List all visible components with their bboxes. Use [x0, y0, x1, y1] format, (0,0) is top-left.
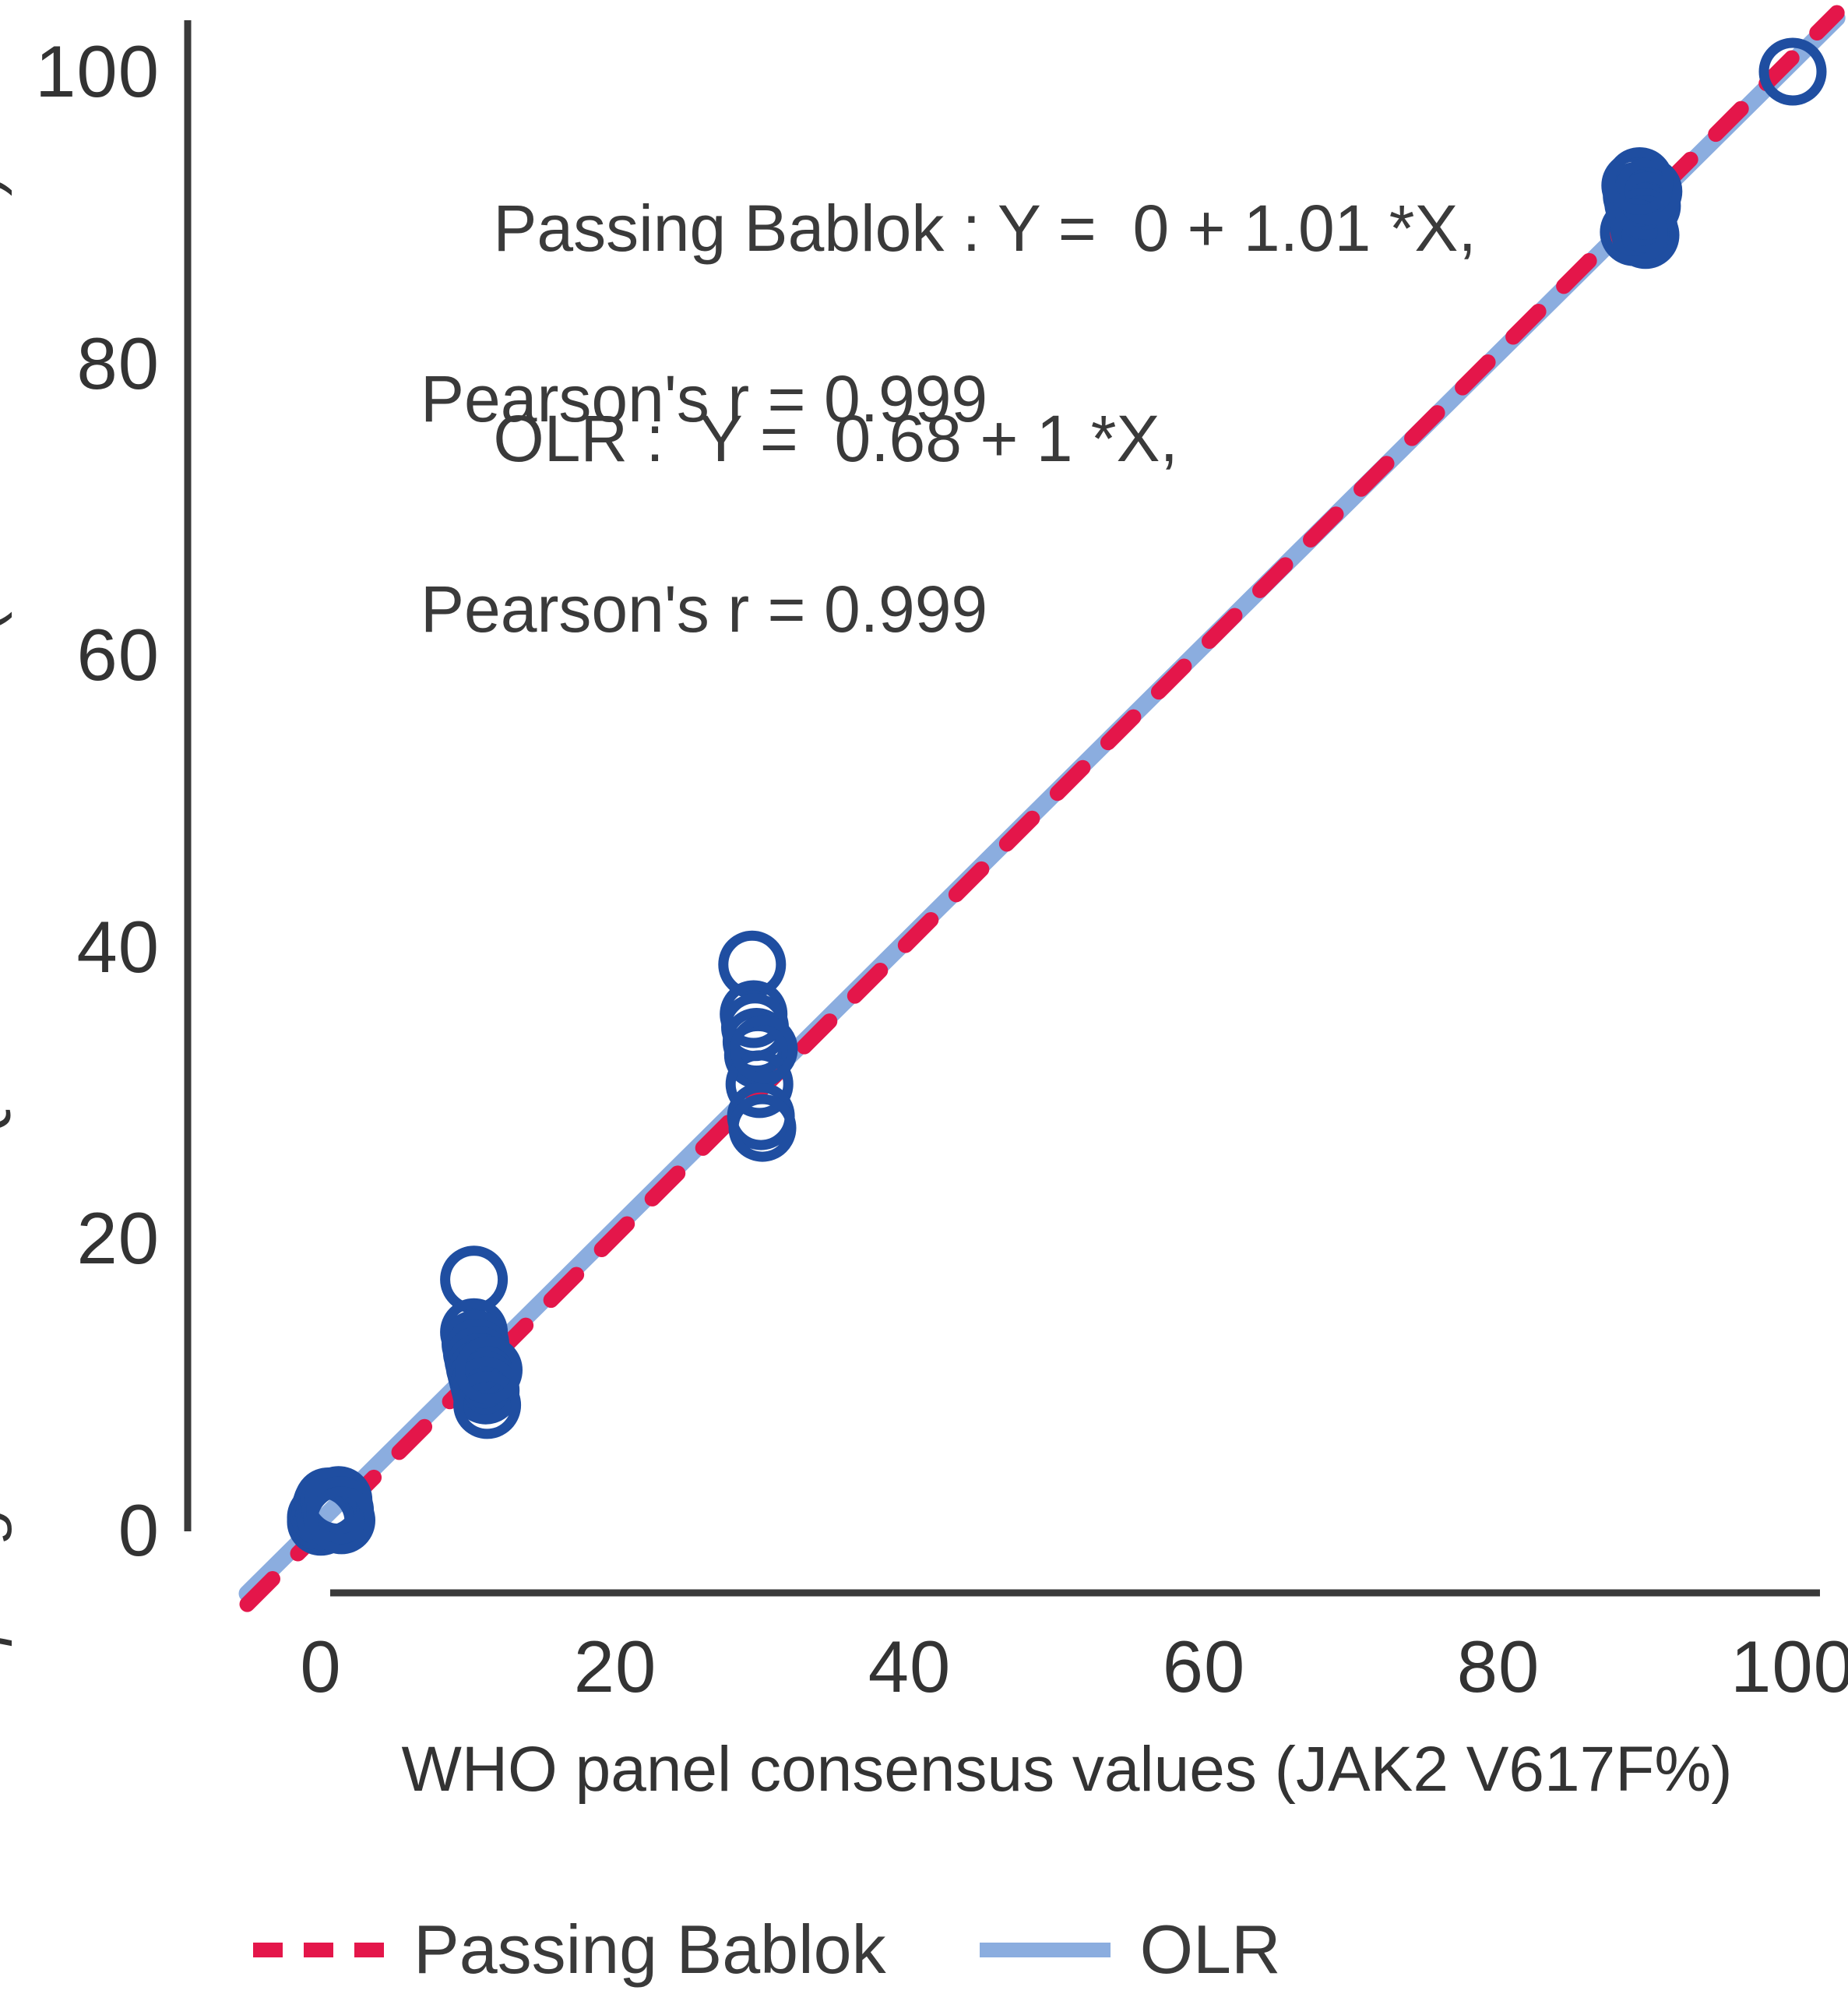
annotation-pb-line2: Pearson's r = 0.999 [421, 361, 988, 435]
scatter-point [1600, 198, 1668, 266]
legend-label-olr: OLR [1139, 1911, 1281, 1988]
dashed-line-swatch-icon [253, 1942, 384, 1957]
y-axis-title-rest: JAK2 RGQ PCR Kit results (JAK2 V617F%) [0, 174, 12, 1418]
legend-entry-passing-bablok[interactable]: Passing Bablok [253, 1910, 886, 1989]
scatter-point [453, 1371, 522, 1439]
y-tick-label-40: 40 [76, 906, 160, 988]
legend-label-passing-bablok: Passing Bablok [414, 1911, 886, 1988]
y-axis-title-italic: ipsogen [0, 1435, 12, 1659]
annotation-olr-line1: OLR : Y = 0.68 + 1 *X, [493, 402, 1178, 476]
scatter-point [1605, 147, 1674, 215]
scatter-point [455, 1336, 523, 1404]
y-tick-label-80: 80 [76, 322, 160, 404]
x-tick-label-100: 100 [1730, 1626, 1848, 1707]
y-tick-label-0: 0 [118, 1489, 160, 1571]
scatter-point [728, 1094, 797, 1162]
scatter-point [1614, 157, 1683, 226]
scatter-point [730, 1015, 798, 1083]
annotation-olr: OLR : Y = 0.68 + 1 *X, Pearson's r = 0.9… [421, 312, 1178, 822]
scatter-point [725, 1050, 794, 1119]
x-tick-label-40: 40 [868, 1626, 952, 1707]
annotation-passing-bablok: Passing Bablok : Y = 0 + 1.01 *X, Pearso… [421, 101, 1477, 611]
scatter-point [718, 930, 787, 999]
x-tick-label-0: 0 [300, 1626, 342, 1707]
scatter-point [1758, 37, 1827, 106]
x-tick-label-20: 20 [573, 1626, 657, 1707]
annotation-pb-line1: Passing Bablok : Y = 0 + 1.01 *X, [493, 192, 1477, 266]
annotation-olr-line2: Pearson's r = 0.999 [421, 572, 988, 646]
scatter-points-group [287, 37, 1827, 1556]
y-tick-label-60: 60 [76, 614, 160, 696]
regression-lines-group [238, 5, 1846, 1612]
scatter-point [308, 1486, 375, 1555]
y-tick-label-100: 100 [35, 30, 160, 112]
x-tick-label-60: 60 [1162, 1626, 1246, 1707]
x-tick-label-80: 80 [1456, 1626, 1540, 1707]
y-tick-label-20: 20 [76, 1197, 160, 1279]
chart-legend: Passing Bablok OLR [253, 1910, 1281, 1989]
passing-bablok-regression-line [239, 5, 1845, 1612]
legend-entry-olr[interactable]: OLR [979, 1910, 1281, 1989]
solid-line-swatch-icon [979, 1942, 1111, 1957]
y-axis-title: ipsogen JAK2 RGQ PCR Kit results (JAK2 V… [0, 175, 14, 1659]
x-axis-title: WHO panel consensus values (JAK2 V617F%) [401, 1734, 1733, 1805]
